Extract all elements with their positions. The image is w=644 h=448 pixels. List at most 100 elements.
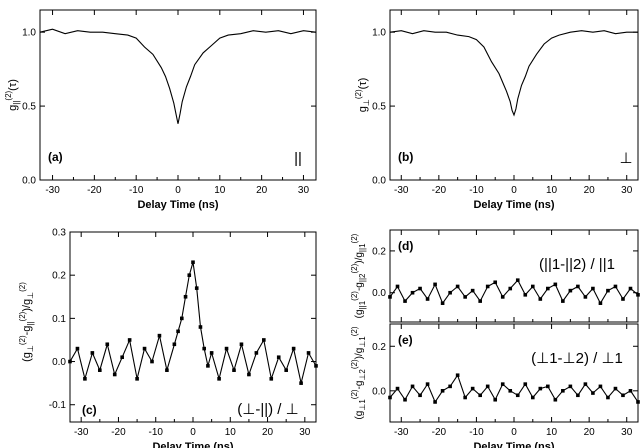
panel-c-data-point [299, 381, 303, 385]
panel-e-label: (e) [398, 333, 413, 347]
panel-e-data-point [433, 400, 437, 404]
panel-e-data-point [538, 386, 543, 391]
panel-c-ytick-label: 0.0 [52, 357, 66, 368]
panel-b-xtick-label: -30 [394, 185, 409, 196]
panel-d-series-line [389, 279, 639, 305]
panel-a-xtick-label: -20 [87, 185, 102, 196]
panel-d-data-point [538, 297, 543, 301]
panel-d-label: (d) [398, 239, 413, 253]
panel-c-data-point [112, 372, 117, 377]
panel-d-data-point [463, 295, 467, 299]
panel-b-xtick-label: 30 [621, 185, 633, 196]
panel-e-xtick-label: 20 [584, 427, 596, 438]
panel-c-ytick-label: 0.3 [52, 228, 66, 239]
panel-d-data-point [508, 286, 513, 291]
panel-b-ytick-label: 0.5 [372, 102, 386, 113]
panel-c-xtick-label: -30 [74, 427, 89, 438]
panel-c-data-point [206, 364, 210, 368]
panel-c-data-point [68, 359, 72, 364]
panel-e-data-point [500, 382, 505, 386]
panel-e-data-point [515, 393, 520, 398]
panel-c-xtick-label: 30 [299, 427, 311, 438]
panel-c-data-point [135, 377, 139, 381]
panel-c-data-point [247, 372, 251, 377]
panel-e-frame [389, 323, 639, 423]
panel-e-data-point [568, 384, 573, 389]
panel-a-series-line [39, 28, 317, 124]
panel-d-data-point [455, 284, 460, 289]
panel-c-data-point [198, 325, 203, 329]
panel-e-data-point [561, 389, 565, 393]
panel-d-data-point [568, 288, 573, 293]
panel-e-data-point [523, 382, 528, 386]
panel-e: (e) (⊥1-⊥2) / ⊥1 (g⊥1(2)-g⊥2(2))/g⊥1(2) … [350, 323, 640, 448]
panel-d-data-point [561, 299, 565, 303]
panel-d-data-point [388, 295, 392, 299]
panel-c-ytick-label: 0.1 [52, 314, 66, 325]
panel-d-data-point [485, 284, 490, 289]
panel-c-ylabel: (g⊥(2)-g||(2))/g⊥(2) [18, 282, 35, 362]
panel-c-data-point [191, 260, 195, 265]
panel-d-data-point [470, 288, 475, 293]
panel-c-data-point [83, 377, 87, 381]
panel-c-data-point [75, 346, 80, 351]
panel-e-data-point [583, 382, 588, 386]
panel-c-data-point [120, 355, 124, 360]
panel-d-data-point [493, 280, 498, 285]
panel-e-data-point [636, 400, 640, 404]
panel-e-xtick-label: -10 [469, 427, 484, 438]
panel-d-data-point [636, 293, 640, 297]
panel-e-data-point [628, 389, 633, 393]
panel-e-series-line [389, 373, 639, 404]
panel-c-xtick-label: -20 [111, 427, 126, 438]
panel-e-data-point [621, 393, 625, 398]
panel-d-ylabel: (g||1(2)-g||2(2))/g||1(2) [350, 233, 367, 318]
panel-d-frame [389, 229, 639, 323]
panel-e-xtick-label: 10 [546, 427, 558, 438]
panel-c-data-point [98, 368, 102, 372]
panel-a-xtick-label: 0 [175, 185, 181, 196]
panel-a-xtick-label: -10 [129, 185, 144, 196]
panel-e-data-point [485, 384, 490, 389]
panel-c-data-point [276, 355, 281, 360]
panel-b-xtick-label: 10 [546, 185, 558, 196]
panel-d-data-point [478, 299, 482, 303]
panel-d-data-point [425, 297, 430, 301]
panel-e-annotation: (⊥1-⊥2) / ⊥1 [531, 350, 623, 367]
panel-c-data-point [180, 316, 184, 321]
panel-d-data-point [606, 288, 610, 293]
panel-c-data-point [183, 294, 188, 299]
panel-d-annotation: (||1-||2) / ||1 [539, 256, 615, 273]
panel-e-data-point [613, 386, 618, 391]
panel-c-data-point [217, 377, 221, 381]
panel-c-ytick-label: 0.2 [52, 271, 66, 282]
panel-e-data-point [546, 384, 550, 389]
panel-a-xtick-label: -30 [45, 185, 60, 196]
panel-c-data-point [224, 346, 229, 351]
panel-a-xlabel: Delay Time (ns) [137, 199, 218, 211]
panel-e-xtick-label: 0 [511, 427, 517, 438]
panel-e-data-point [470, 386, 475, 391]
panel-c-data-point [90, 351, 95, 355]
panel-e-data-point [553, 397, 558, 402]
panel-c-data-point [284, 368, 288, 372]
panel-d-data-point [598, 301, 603, 305]
panel-d-data-point [433, 282, 437, 287]
panel-e-data-point [508, 389, 513, 393]
panel-a-frame [39, 9, 317, 181]
panel-c-data-point [232, 368, 236, 372]
panel-e-data-point [410, 384, 415, 389]
panel-d-data-point [523, 293, 528, 297]
panel-c-data-point [172, 342, 177, 347]
panel-d-data-point [576, 284, 580, 289]
panel-c-label: (c) [82, 403, 97, 417]
panel-a-xtick-label: 20 [256, 185, 268, 196]
panel-d-data-point [440, 301, 445, 305]
panel-c-data-point [105, 342, 110, 347]
panel-b-label: (b) [398, 150, 413, 164]
panel-e-data-point [395, 386, 400, 391]
panel-c-data-point [142, 346, 147, 351]
panel-e-data-point [418, 393, 422, 398]
panel-e-data-point [598, 384, 603, 389]
